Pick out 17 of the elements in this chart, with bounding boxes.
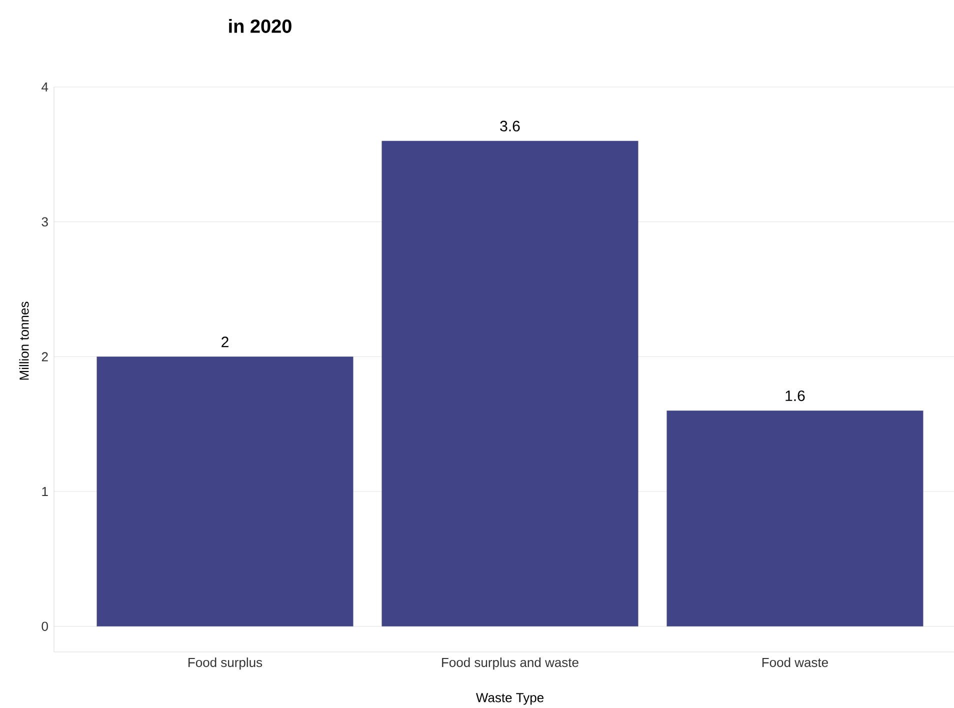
bar [96,356,354,626]
x-axis-title: Waste Type [476,693,544,705]
chart-title: in 2020 [229,19,292,33]
y-tick-label: 4 [42,82,48,92]
y-tick-label: 2 [42,352,48,362]
data-label: 2 [222,336,228,348]
y-tick-label: 1 [42,487,48,496]
data-label: 3.6 [500,120,520,132]
y-tick-label: 0 [42,622,48,631]
y-tick-label: 3 [42,217,48,226]
x-tick-label: Food waste [762,658,828,668]
data-label: 1.6 [786,390,805,402]
bar [666,410,924,626]
x-tick-label: Food surplus [188,658,262,670]
y-axis-title: Million tonnes [19,302,29,380]
bar [382,140,638,626]
x-tick-label: Food surplus and waste [442,658,578,670]
